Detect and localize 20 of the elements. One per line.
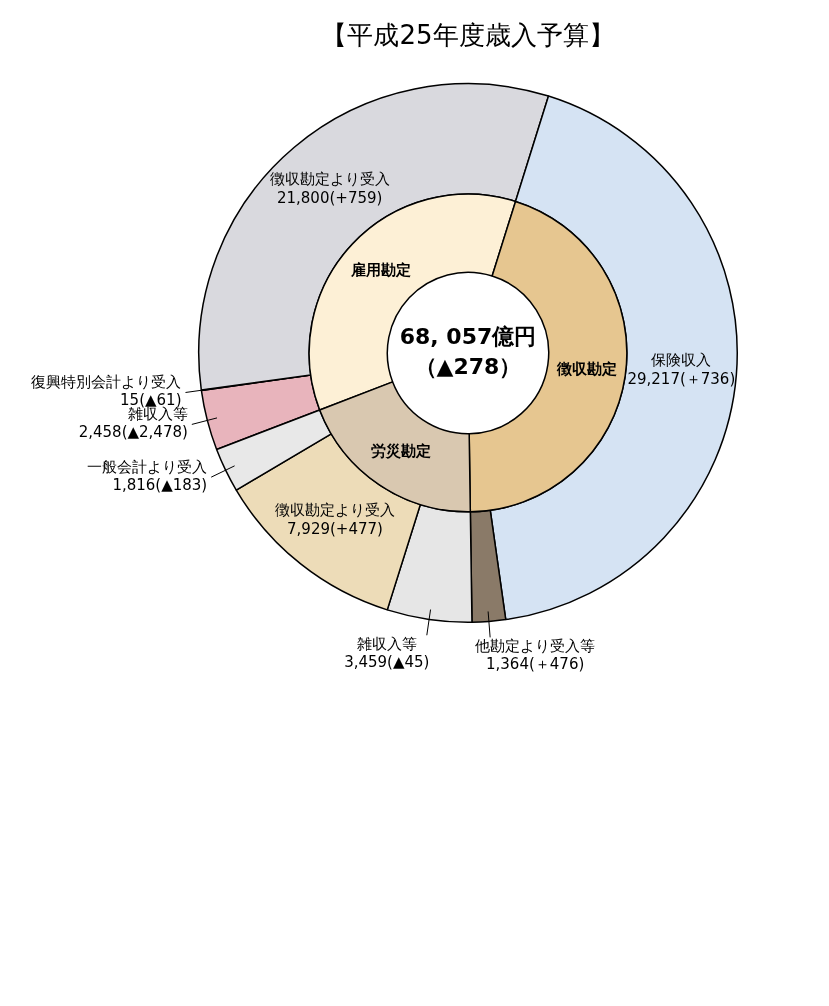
slice-label: 徴収勘定 bbox=[555, 360, 617, 379]
data-label: 7,929(+477) bbox=[287, 520, 383, 539]
chart-title: 【平成25年度歳入予算】 bbox=[320, 19, 616, 52]
data-label: 3,459(▲45) bbox=[344, 653, 430, 672]
text: （▲278） bbox=[414, 353, 522, 379]
slice-label: 徴収勘定より受入 bbox=[269, 170, 390, 189]
slice-label: 徴収勘定より受入 bbox=[274, 501, 395, 520]
slice-label: 他勘定より受入等 bbox=[475, 637, 596, 656]
slice-label: 復興特別会計より受入 bbox=[31, 373, 182, 392]
slice-label: 保険収入 bbox=[651, 350, 712, 369]
data-label: 1,816(▲183) bbox=[112, 476, 208, 495]
slice-label: 雑収入等 bbox=[356, 635, 417, 654]
slice-label: 一般会計より受入 bbox=[87, 458, 208, 477]
slice-label: 雇用勘定 bbox=[349, 260, 411, 279]
slice-label: 労災勘定 bbox=[370, 442, 431, 461]
data-label: 29,217(＋736) bbox=[627, 369, 736, 388]
data-label: 1,364(＋476) bbox=[486, 655, 585, 674]
data-label: 2,458(▲2,478) bbox=[78, 423, 188, 442]
data-label: 21,800(+759) bbox=[276, 189, 383, 208]
text: 68, 057億円 bbox=[399, 323, 537, 349]
